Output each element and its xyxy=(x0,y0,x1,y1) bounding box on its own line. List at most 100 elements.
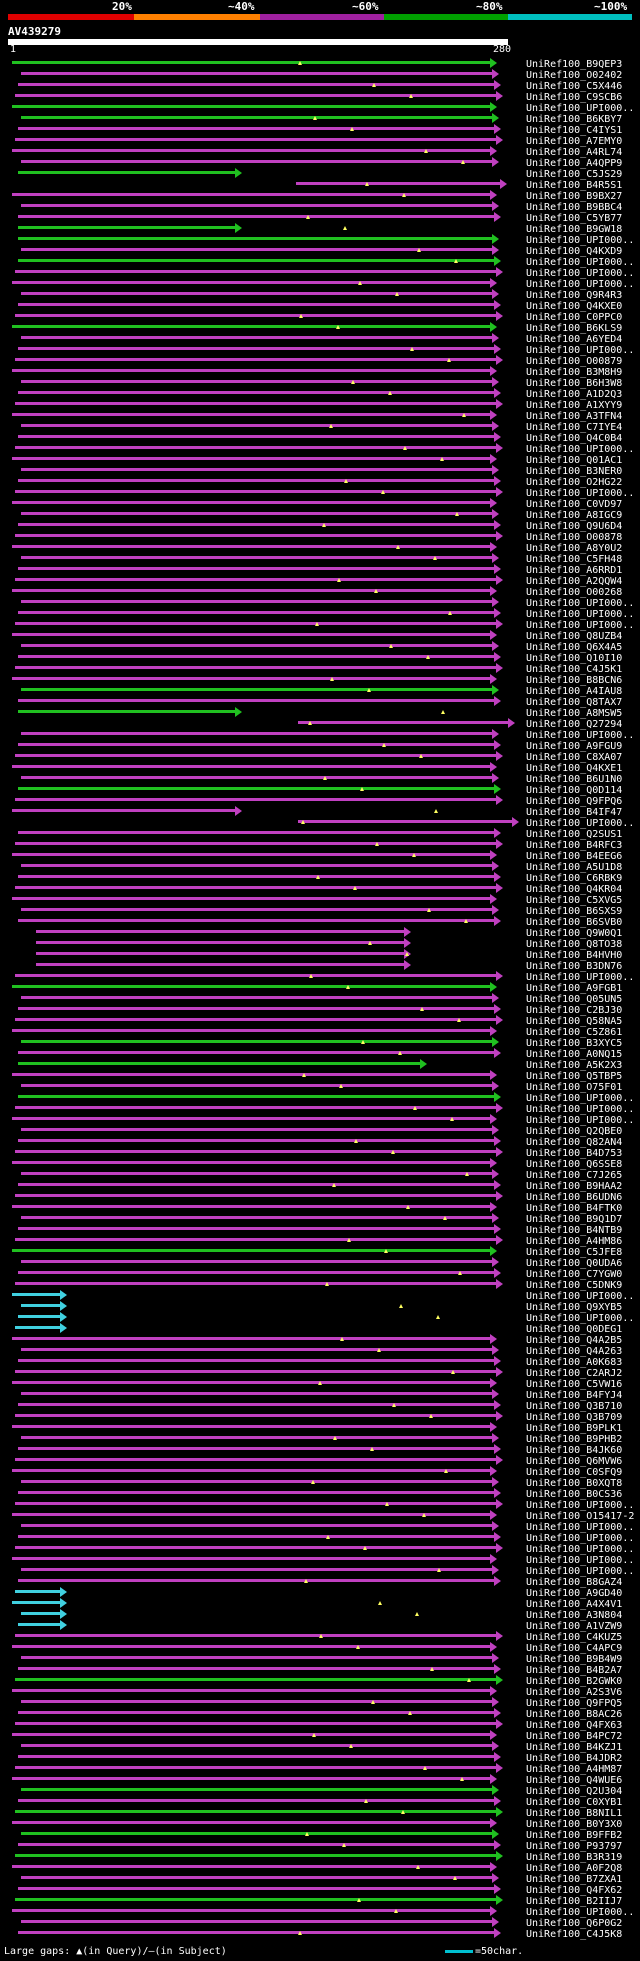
hit-label[interactable]: UniRef100_UPI000.. xyxy=(526,972,634,983)
hit-label[interactable]: UniRef100_C6RBK9 xyxy=(526,873,622,884)
hit-label[interactable]: UniRef100_Q27294 xyxy=(526,719,622,730)
hit-label[interactable]: UniRef100_A1VZW9 xyxy=(526,1621,622,1632)
hit-label[interactable]: UniRef100_UPI000.. xyxy=(526,609,634,620)
hit-label[interactable]: UniRef100_C7YGW0 xyxy=(526,1269,622,1280)
hit-label[interactable]: UniRef100_C7IYE4 xyxy=(526,422,622,433)
hit-label[interactable]: UniRef100_B3NER0 xyxy=(526,466,622,477)
hit-label[interactable]: UniRef100_Q9FPQ6 xyxy=(526,796,622,807)
hit-label[interactable]: UniRef100_B3M8H9 xyxy=(526,367,622,378)
hit-label[interactable]: UniRef100_C7J265 xyxy=(526,1170,622,1181)
hit-label[interactable]: UniRef100_O15417-2 xyxy=(526,1511,634,1522)
hit-label[interactable]: UniRef100_B4JK60 xyxy=(526,1445,622,1456)
hit-label[interactable]: UniRef100_B8GAZ4 xyxy=(526,1577,622,1588)
hit-label[interactable]: UniRef100_B4B2A7 xyxy=(526,1665,622,1676)
hit-label[interactable]: UniRef100_A9FGB1 xyxy=(526,983,622,994)
hit-label[interactable]: UniRef100_A3TFN4 xyxy=(526,411,622,422)
hit-label[interactable]: UniRef100_Q2QBE0 xyxy=(526,1126,622,1137)
hit-label[interactable]: UniRef100_O02402 xyxy=(526,70,622,81)
hit-label[interactable]: UniRef100_B0Y3X0 xyxy=(526,1819,622,1830)
hit-label[interactable]: UniRef100_A8Y0U2 xyxy=(526,543,622,554)
hit-label[interactable]: UniRef100_A1XYY9 xyxy=(526,400,622,411)
hit-label[interactable]: UniRef100_Q4KXE0 xyxy=(526,301,622,312)
hit-label[interactable]: UniRef100_C4IYS1 xyxy=(526,125,622,136)
hit-label[interactable]: UniRef100_UPI000.. xyxy=(526,1115,634,1126)
hit-label[interactable]: UniRef100_Q4A2B5 xyxy=(526,1335,622,1346)
hit-label[interactable]: UniRef100_A3N804 xyxy=(526,1610,622,1621)
hit-label[interactable]: UniRef100_B4NTB9 xyxy=(526,1225,622,1236)
hit-label[interactable]: UniRef100_UPI000.. xyxy=(526,730,634,741)
hit-label[interactable]: UniRef100_C4APC9 xyxy=(526,1643,622,1654)
hit-label[interactable]: UniRef100_Q9R4R3 xyxy=(526,290,622,301)
hit-label[interactable]: UniRef100_B4R5S1 xyxy=(526,180,622,191)
hit-label[interactable]: UniRef100_Q9W0Q1 xyxy=(526,928,622,939)
hit-label[interactable]: UniRef100_UPI000.. xyxy=(526,1907,634,1918)
hit-label[interactable]: UniRef100_Q0UDA6 xyxy=(526,1258,622,1269)
hit-label[interactable]: UniRef100_UPI000.. xyxy=(526,1291,634,1302)
hit-label[interactable]: UniRef100_Q9U6D4 xyxy=(526,521,622,532)
hit-label[interactable]: UniRef100_B9BBC4 xyxy=(526,202,622,213)
hit-label[interactable]: UniRef100_Q6SSE8 xyxy=(526,1159,622,1170)
hit-label[interactable]: UniRef100_A4HM87 xyxy=(526,1764,622,1775)
hit-label[interactable]: UniRef100_UPI000.. xyxy=(526,818,634,829)
hit-label[interactable]: UniRef100_C5JS29 xyxy=(526,169,622,180)
hit-label[interactable]: UniRef100_UPI000.. xyxy=(526,1104,634,1115)
hit-label[interactable]: UniRef100_B3DN76 xyxy=(526,961,622,972)
hit-label[interactable]: UniRef100_B3R319 xyxy=(526,1852,622,1863)
hit-label[interactable]: UniRef100_A6RRD1 xyxy=(526,565,622,576)
hit-label[interactable]: UniRef100_B0XQT8 xyxy=(526,1478,622,1489)
hit-label[interactable]: UniRef100_Q8TAX7 xyxy=(526,697,622,708)
hit-label[interactable]: UniRef100_B6SVB0 xyxy=(526,917,622,928)
hit-label[interactable]: UniRef100_UPI000.. xyxy=(526,1533,634,1544)
hit-label[interactable]: UniRef100_Q9XYB5 xyxy=(526,1302,622,1313)
hit-label[interactable]: UniRef100_Q4WUE6 xyxy=(526,1775,622,1786)
hit-label[interactable]: UniRef100_Q3B709 xyxy=(526,1412,622,1423)
hit-label[interactable]: UniRef100_C5JFE8 xyxy=(526,1247,622,1258)
hit-label[interactable]: UniRef100_O2HG22 xyxy=(526,477,622,488)
hit-label[interactable]: UniRef100_Q2U304 xyxy=(526,1786,622,1797)
hit-label[interactable]: UniRef100_A5K2X3 xyxy=(526,1060,622,1071)
hit-label[interactable]: UniRef100_A2QQW4 xyxy=(526,576,622,587)
hit-label[interactable]: UniRef100_B6SXS9 xyxy=(526,906,622,917)
hit-label[interactable]: UniRef100_UPI000.. xyxy=(526,345,634,356)
hit-label[interactable]: UniRef100_O00268 xyxy=(526,587,622,598)
hit-label[interactable]: UniRef100_B6KBY7 xyxy=(526,114,622,125)
hit-label[interactable]: UniRef100_B4FTK0 xyxy=(526,1203,622,1214)
hit-label[interactable]: UniRef100_C4J5K8 xyxy=(526,1929,622,1940)
hit-label[interactable]: UniRef100_B9B4W9 xyxy=(526,1654,622,1665)
hit-label[interactable]: UniRef100_B6UDN6 xyxy=(526,1192,622,1203)
hit-label[interactable]: UniRef100_C5FH48 xyxy=(526,554,622,565)
hit-label[interactable]: UniRef100_A9GD40 xyxy=(526,1588,622,1599)
hit-label[interactable]: UniRef100_UPI000.. xyxy=(526,1522,634,1533)
hit-label[interactable]: UniRef100_C5YB77 xyxy=(526,213,622,224)
hit-label[interactable]: UniRef100_Q4KXE1 xyxy=(526,763,622,774)
hit-label[interactable]: UniRef100_A2S3V6 xyxy=(526,1687,622,1698)
hit-label[interactable]: UniRef100_A4QPP9 xyxy=(526,158,622,169)
hit-label[interactable]: UniRef100_B9PHB2 xyxy=(526,1434,622,1445)
hit-label[interactable]: UniRef100_C0VD97 xyxy=(526,499,622,510)
hit-label[interactable]: UniRef100_Q8TO38 xyxy=(526,939,622,950)
hit-label[interactable]: UniRef100_Q0DEG1 xyxy=(526,1324,622,1335)
hit-label[interactable]: UniRef100_P93797 xyxy=(526,1841,622,1852)
hit-label[interactable]: UniRef100_O75F01 xyxy=(526,1082,622,1093)
hit-label[interactable]: UniRef100_A1D2Q3 xyxy=(526,389,622,400)
hit-label[interactable]: UniRef100_B6KLS9 xyxy=(526,323,622,334)
hit-label[interactable]: UniRef100_B4FYJ4 xyxy=(526,1390,622,1401)
hit-label[interactable]: UniRef100_C0SFQ9 xyxy=(526,1467,622,1478)
hit-label[interactable]: UniRef100_Q05UN5 xyxy=(526,994,622,1005)
hit-label[interactable]: UniRef100_Q5TBP5 xyxy=(526,1071,622,1082)
hit-label[interactable]: UniRef100_UPI000.. xyxy=(526,1544,634,1555)
hit-label[interactable]: UniRef100_Q6P0G2 xyxy=(526,1918,622,1929)
hit-label[interactable]: UniRef100_UPI000.. xyxy=(526,1313,634,1324)
hit-label[interactable]: UniRef100_Q9FPQ5 xyxy=(526,1698,622,1709)
hit-label[interactable]: UniRef100_O00878 xyxy=(526,532,622,543)
hit-label[interactable]: UniRef100_B8BCN6 xyxy=(526,675,622,686)
hit-label[interactable]: UniRef100_C2ARJ2 xyxy=(526,1368,622,1379)
hit-label[interactable]: UniRef100_B4IF47 xyxy=(526,807,622,818)
hit-label[interactable]: UniRef100_B6U1N0 xyxy=(526,774,622,785)
hit-label[interactable]: UniRef100_B0CS36 xyxy=(526,1489,622,1500)
hit-label[interactable]: UniRef100_Q01AC1 xyxy=(526,455,622,466)
hit-label[interactable]: UniRef100_Q10I10 xyxy=(526,653,622,664)
hit-label[interactable]: UniRef100_A4IAU8 xyxy=(526,686,622,697)
hit-label[interactable]: UniRef100_B9QEP3 xyxy=(526,59,622,70)
hit-label[interactable]: UniRef100_UPI000.. xyxy=(526,1093,634,1104)
